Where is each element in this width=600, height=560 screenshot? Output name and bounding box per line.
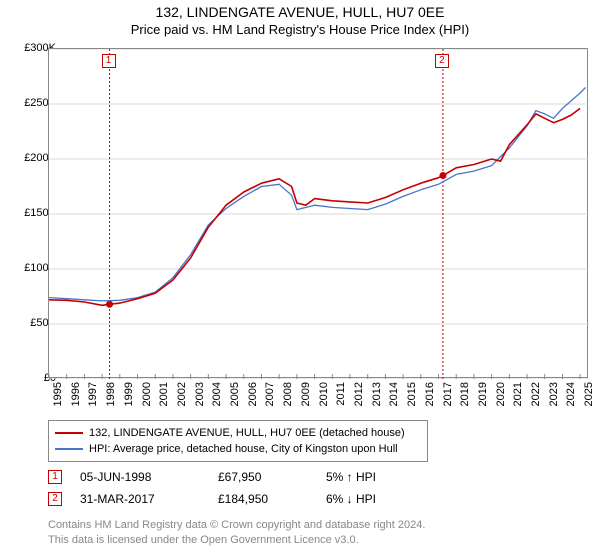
x-tick-label: 2001	[158, 382, 170, 418]
x-tick-label: 2017	[442, 382, 454, 418]
legend-swatch-hpi	[55, 448, 83, 450]
event-price-2: £184,950	[218, 492, 308, 506]
x-tick-label: 2004	[211, 382, 223, 418]
event-row-1: 1 05-JUN-1998 £67,950 5% ↑ HPI	[48, 466, 416, 488]
x-tick-label: 2024	[565, 382, 577, 418]
x-tick-label: 1996	[70, 382, 82, 418]
credits-line-2: This data is licensed under the Open Gov…	[48, 533, 425, 548]
plot-svg	[49, 49, 589, 379]
legend: 132, LINDENGATE AVENUE, HULL, HU7 0EE (d…	[48, 420, 428, 462]
x-tick-label: 2010	[318, 382, 330, 418]
legend-swatch-property	[55, 432, 83, 434]
x-tick-label: 2002	[176, 382, 188, 418]
x-tick-label: 2020	[495, 382, 507, 418]
legend-label-hpi: HPI: Average price, detached house, City…	[89, 443, 398, 455]
event-delta-1: 5% ↑ HPI	[326, 470, 416, 484]
x-tick-label: 2015	[406, 382, 418, 418]
credits: Contains HM Land Registry data © Crown c…	[48, 518, 425, 548]
sale-events: 1 05-JUN-1998 £67,950 5% ↑ HPI 2 31-MAR-…	[48, 466, 416, 510]
x-tick-label: 2007	[264, 382, 276, 418]
legend-row-property: 132, LINDENGATE AVENUE, HULL, HU7 0EE (d…	[55, 425, 421, 441]
x-tick-label: 1995	[52, 382, 64, 418]
x-tick-label: 2014	[388, 382, 400, 418]
x-tick-label: 2005	[229, 382, 241, 418]
event-date-2: 31-MAR-2017	[80, 492, 200, 506]
title-sub: Price paid vs. HM Land Registry's House …	[0, 22, 600, 37]
event-row-2: 2 31-MAR-2017 £184,950 6% ↓ HPI	[48, 488, 416, 510]
x-tick-label: 2006	[247, 382, 259, 418]
x-tick-label: 2012	[353, 382, 365, 418]
x-tick-label: 2019	[477, 382, 489, 418]
x-tick-label: 2016	[424, 382, 436, 418]
x-tick-label: 2003	[194, 382, 206, 418]
title-main: 132, LINDENGATE AVENUE, HULL, HU7 0EE	[0, 4, 600, 20]
x-tick-label: 1998	[105, 382, 117, 418]
x-tick-label: 2009	[300, 382, 312, 418]
legend-row-hpi: HPI: Average price, detached house, City…	[55, 441, 421, 457]
x-tick-label: 2018	[459, 382, 471, 418]
plot-area	[48, 48, 588, 378]
x-tick-label: 2008	[282, 382, 294, 418]
x-tick-label: 2013	[371, 382, 383, 418]
x-tick-label: 2000	[141, 382, 153, 418]
chart-container: 132, LINDENGATE AVENUE, HULL, HU7 0EE Pr…	[0, 0, 600, 560]
x-tick-label: 2023	[548, 382, 560, 418]
credits-line-1: Contains HM Land Registry data © Crown c…	[48, 518, 425, 533]
x-tick-label: 2022	[530, 382, 542, 418]
x-tick-label: 1997	[87, 382, 99, 418]
sale-marker-2: 2	[435, 54, 449, 68]
sale-marker-1: 1	[102, 54, 116, 68]
event-marker-2: 2	[48, 492, 62, 506]
event-date-1: 05-JUN-1998	[80, 470, 200, 484]
title-block: 132, LINDENGATE AVENUE, HULL, HU7 0EE Pr…	[0, 0, 600, 37]
x-tick-label: 2021	[512, 382, 524, 418]
x-tick-label: 2025	[583, 382, 595, 418]
event-price-1: £67,950	[218, 470, 308, 484]
x-tick-label: 1999	[123, 382, 135, 418]
x-tick-label: 2011	[335, 382, 347, 418]
event-marker-1: 1	[48, 470, 62, 484]
event-delta-2: 6% ↓ HPI	[326, 492, 416, 506]
legend-label-property: 132, LINDENGATE AVENUE, HULL, HU7 0EE (d…	[89, 427, 405, 439]
